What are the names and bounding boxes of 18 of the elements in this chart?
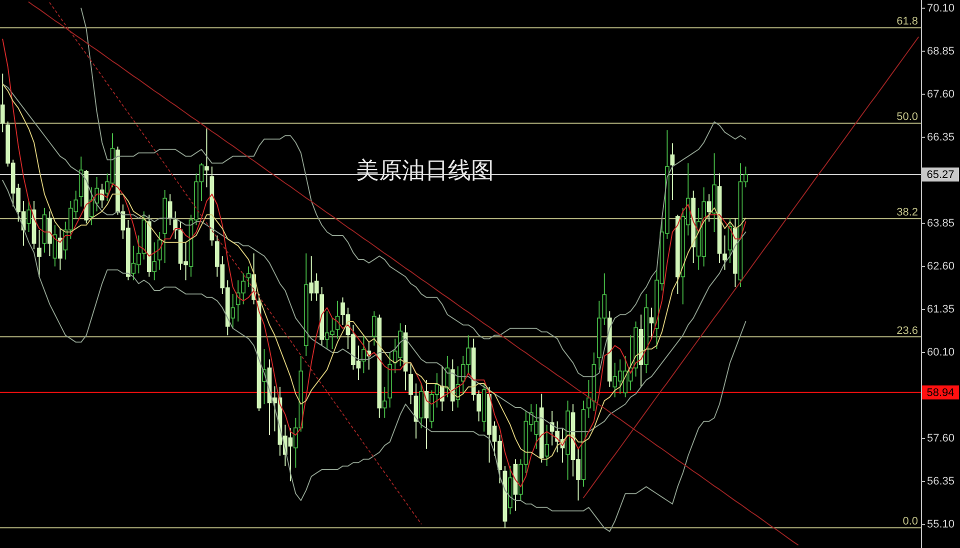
tick-label: 68.85	[927, 45, 955, 58]
tick-label: 55.10	[927, 518, 955, 531]
level-label: 23.6	[896, 324, 918, 337]
price-tag-label: 65.27	[926, 169, 954, 182]
level-label: 50.0	[896, 111, 918, 124]
tick-label: 61.35	[927, 303, 955, 316]
tick-label: 66.35	[927, 131, 955, 144]
tick-label: 56.35	[927, 476, 955, 488]
tick-label: 57.60	[927, 432, 955, 445]
level-label: 0.0	[902, 516, 918, 528]
level-label: 61.8	[896, 16, 918, 28]
tick-label: 63.85	[927, 217, 955, 230]
tick-label: 60.10	[927, 346, 955, 358]
tick-label: 70.10	[927, 2, 955, 14]
tick-label: 67.60	[927, 88, 955, 100]
level-label: 38.2	[896, 206, 918, 219]
tick-label: 62.60	[927, 260, 955, 272]
price-tag-label: 58.94	[926, 386, 954, 399]
